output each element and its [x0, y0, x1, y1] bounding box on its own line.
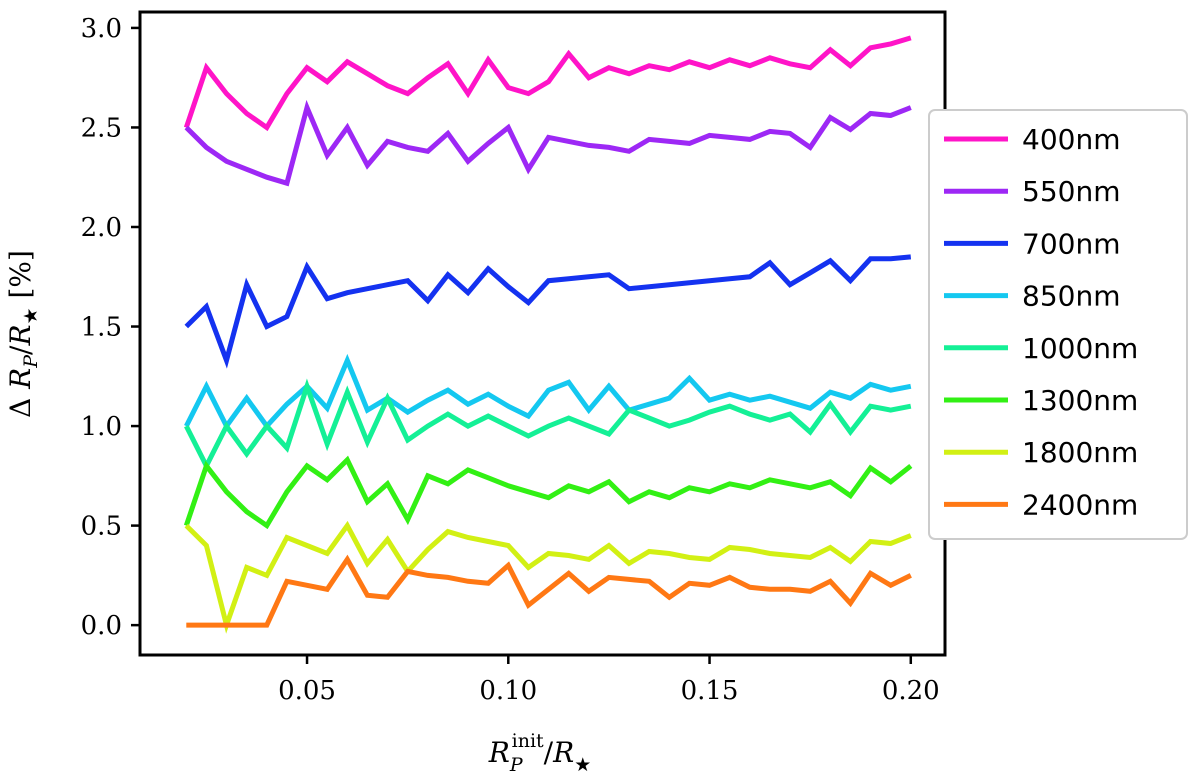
y-tick-label: 1.0 — [81, 412, 122, 442]
x-tick-label: 0.05 — [278, 676, 336, 706]
series-line-550nm — [184, 99, 912, 187]
series-line-700nm — [184, 254, 912, 369]
y-axis-ticks: 0.0 0.5 1.0 1.5 2.0 2.5 3.0 — [81, 14, 140, 641]
x-tick-label: 0.15 — [681, 676, 739, 706]
y-tick-label: 2.0 — [81, 213, 122, 243]
x-axis-label: RPinit/R★ — [488, 730, 592, 776]
legend: 400nm 550nm 700nm 850nm 1000nm 1300nm 1800nm 24… — [928, 109, 1188, 540]
y-tick-label: 3.0 — [81, 14, 122, 44]
legend-label-2400nm: 2400nm — [1022, 488, 1138, 521]
legend-label-1000nm: 1000nm — [1022, 332, 1138, 365]
x-tick-label: 0.20 — [882, 676, 940, 706]
y-tick-label: 1.5 — [81, 313, 122, 343]
legend-label-400nm: 400nm — [1022, 123, 1120, 156]
series-line-1800nm — [184, 520, 912, 634]
x-tick-label: 0.10 — [479, 676, 537, 706]
y-tick-label: 0.0 — [81, 611, 122, 641]
series-layer — [183, 35, 913, 634]
legend-label-700nm: 700nm — [1022, 227, 1120, 260]
legend-entries: 400nm 550nm 700nm 850nm 1000nm 1300nm 1800nm 24… — [944, 123, 1138, 521]
legend-label-850nm: 850nm — [1022, 280, 1120, 313]
series-line-400nm — [183, 35, 912, 132]
x-axis-ticks: 0.05 0.10 0.15 0.20 — [278, 655, 940, 706]
legend-label-1300nm: 1300nm — [1022, 384, 1138, 417]
legend-label-550nm: 550nm — [1022, 175, 1120, 208]
series-line-2400nm — [186, 554, 912, 628]
y-axis-label: Δ RP/R★ [%] — [4, 250, 42, 418]
y-tick-label: 0.5 — [81, 512, 122, 542]
legend-box — [928, 109, 1188, 540]
series-line-1300nm — [183, 455, 913, 530]
legend-label-1800nm: 1800nm — [1022, 436, 1138, 469]
series-line-1000nm — [184, 378, 912, 472]
y-tick-label: 2.5 — [81, 113, 122, 143]
